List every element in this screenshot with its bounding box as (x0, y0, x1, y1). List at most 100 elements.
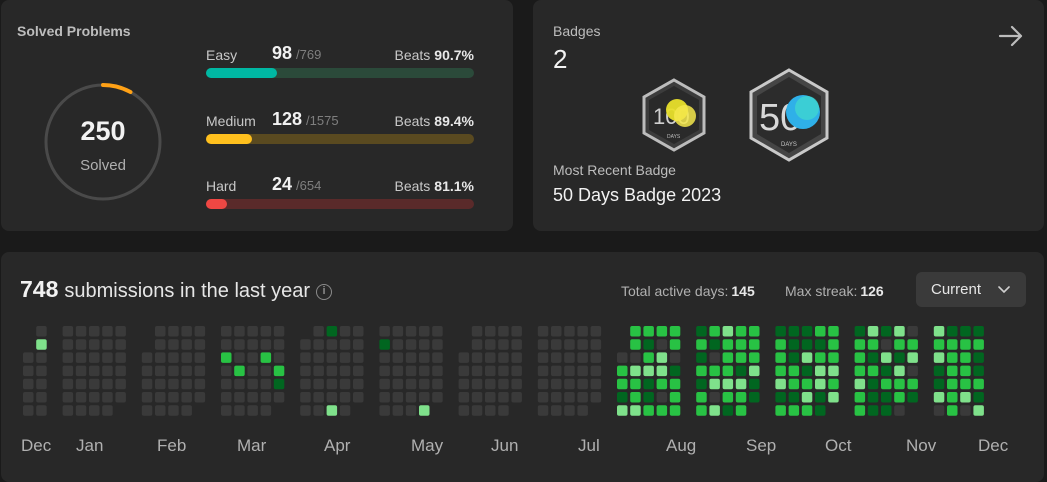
heatmap-day-cell[interactable] (537, 378, 549, 390)
heatmap-day-cell[interactable] (260, 405, 272, 416)
heatmap-day-cell[interactable] (696, 326, 707, 337)
heatmap-day-cell[interactable] (313, 326, 324, 337)
heatmap-day-cell[interactable] (471, 326, 483, 337)
heatmap-day-cell[interactable] (353, 365, 364, 377)
year-dropdown[interactable]: Current (916, 272, 1026, 307)
heatmap-day-cell[interactable] (419, 365, 430, 377)
heatmap-day-cell[interactable] (973, 392, 984, 403)
heatmap-day-cell[interactable] (221, 326, 232, 337)
heatmap-day-cell[interactable] (194, 392, 206, 403)
heatmap-day-cell[interactable] (894, 352, 905, 363)
heatmap-day-cell[interactable] (155, 405, 166, 416)
heatmap-day-cell[interactable] (775, 339, 786, 350)
heatmap-day-cell[interactable] (696, 339, 707, 350)
heatmap-day-cell[interactable] (656, 405, 668, 416)
heatmap-day-cell[interactable] (735, 378, 747, 390)
heatmap-day-cell[interactable] (432, 378, 443, 390)
heatmap-day-cell[interactable] (775, 326, 786, 337)
heatmap-day-cell[interactable] (881, 405, 892, 416)
heatmap-day-cell[interactable] (696, 405, 707, 416)
heatmap-day-cell[interactable] (854, 365, 866, 377)
heatmap-day-cell[interactable] (881, 352, 892, 363)
heatmap-day-cell[interactable] (339, 352, 351, 363)
heatmap-day-cell[interactable] (722, 405, 734, 416)
heatmap-day-cell[interactable] (75, 365, 87, 377)
heatmap-day-cell[interactable] (881, 378, 892, 390)
heatmap-day-cell[interactable] (23, 378, 34, 390)
heatmap-day-cell[interactable] (801, 392, 813, 403)
heatmap-day-cell[interactable] (867, 405, 879, 416)
heatmap-day-cell[interactable] (181, 365, 192, 377)
heatmap-day-cell[interactable] (260, 378, 272, 390)
heatmap-day-cell[interactable] (735, 365, 747, 377)
heatmap-day-cell[interactable] (181, 326, 192, 337)
heatmap-day-cell[interactable] (656, 378, 668, 390)
heatmap-day-cell[interactable] (722, 326, 734, 337)
heatmap-day-cell[interactable] (36, 392, 47, 403)
heatmap-day-cell[interactable] (801, 365, 813, 377)
heatmap-day-cell[interactable] (115, 339, 126, 350)
heatmap-day-cell[interactable] (313, 378, 324, 390)
heatmap-day-cell[interactable] (300, 339, 311, 350)
heatmap-day-cell[interactable] (564, 365, 575, 377)
heatmap-day-cell[interactable] (36, 352, 47, 363)
heatmap-day-cell[interactable] (102, 405, 113, 416)
heatmap-day-cell[interactable] (709, 352, 720, 363)
heatmap-day-cell[interactable] (326, 405, 338, 416)
heatmap-day-cell[interactable] (775, 405, 786, 416)
heatmap-day-cell[interactable] (801, 352, 813, 363)
heatmap-day-cell[interactable] (155, 365, 166, 377)
heatmap-day-cell[interactable] (234, 365, 245, 377)
heatmap-day-cell[interactable] (696, 378, 707, 390)
heatmap-day-cell[interactable] (458, 378, 470, 390)
heatmap-day-cell[interactable] (643, 392, 654, 403)
heatmap-day-cell[interactable] (485, 365, 496, 377)
heatmap-day-cell[interactable] (788, 378, 800, 390)
heatmap-day-cell[interactable] (854, 339, 866, 350)
heatmap-day-cell[interactable] (881, 326, 892, 337)
heatmap-day-cell[interactable] (735, 339, 747, 350)
heatmap-day-cell[interactable] (62, 326, 74, 337)
heatmap-day-cell[interactable] (749, 326, 760, 337)
heatmap-day-cell[interactable] (656, 365, 668, 377)
heatmap-day-cell[interactable] (36, 405, 47, 416)
heatmap-day-cell[interactable] (577, 378, 588, 390)
heatmap-day-cell[interactable] (643, 326, 654, 337)
heatmap-day-cell[interactable] (62, 339, 74, 350)
heatmap-day-cell[interactable] (168, 392, 179, 403)
heatmap-day-cell[interactable] (471, 365, 483, 377)
heatmap-day-cell[interactable] (656, 326, 668, 337)
heatmap-day-cell[interactable] (551, 339, 562, 350)
heatmap-day-cell[interactable] (894, 365, 905, 377)
heatmap-day-cell[interactable] (392, 365, 404, 377)
heatmap-day-cell[interactable] (260, 326, 272, 337)
heatmap-day-cell[interactable] (749, 339, 760, 350)
heatmap-day-cell[interactable] (62, 392, 74, 403)
heatmap-day-cell[interactable] (735, 352, 747, 363)
heatmap-day-cell[interactable] (788, 326, 800, 337)
heatmap-day-cell[interactable] (960, 365, 971, 377)
heatmap-day-cell[interactable] (801, 378, 813, 390)
heatmap-day-cell[interactable] (62, 405, 74, 416)
heatmap-day-cell[interactable] (353, 392, 364, 403)
heatmap-day-cell[interactable] (617, 365, 628, 377)
heatmap-day-cell[interactable] (669, 392, 681, 403)
heatmap-day-cell[interactable] (221, 405, 232, 416)
heatmap-day-cell[interactable] (828, 365, 839, 377)
heatmap-day-cell[interactable] (577, 392, 588, 403)
heatmap-day-cell[interactable] (102, 326, 113, 337)
heatmap-day-cell[interactable] (36, 365, 47, 377)
heatmap-day-cell[interactable] (234, 405, 245, 416)
heatmap-day-cell[interactable] (89, 378, 100, 390)
heatmap-day-cell[interactable] (894, 405, 905, 416)
heatmap-day-cell[interactable] (432, 339, 443, 350)
heatmap-day-cell[interactable] (947, 405, 958, 416)
heatmap-day-cell[interactable] (155, 339, 166, 350)
heatmap-day-cell[interactable] (247, 339, 258, 350)
heatmap-day-cell[interactable] (326, 326, 338, 337)
heatmap-day-cell[interactable] (630, 392, 641, 403)
heatmap-day-cell[interactable] (815, 326, 826, 337)
heatmap-day-cell[interactable] (379, 326, 390, 337)
heatmap-day-cell[interactable] (498, 339, 509, 350)
heatmap-day-cell[interactable] (313, 365, 324, 377)
